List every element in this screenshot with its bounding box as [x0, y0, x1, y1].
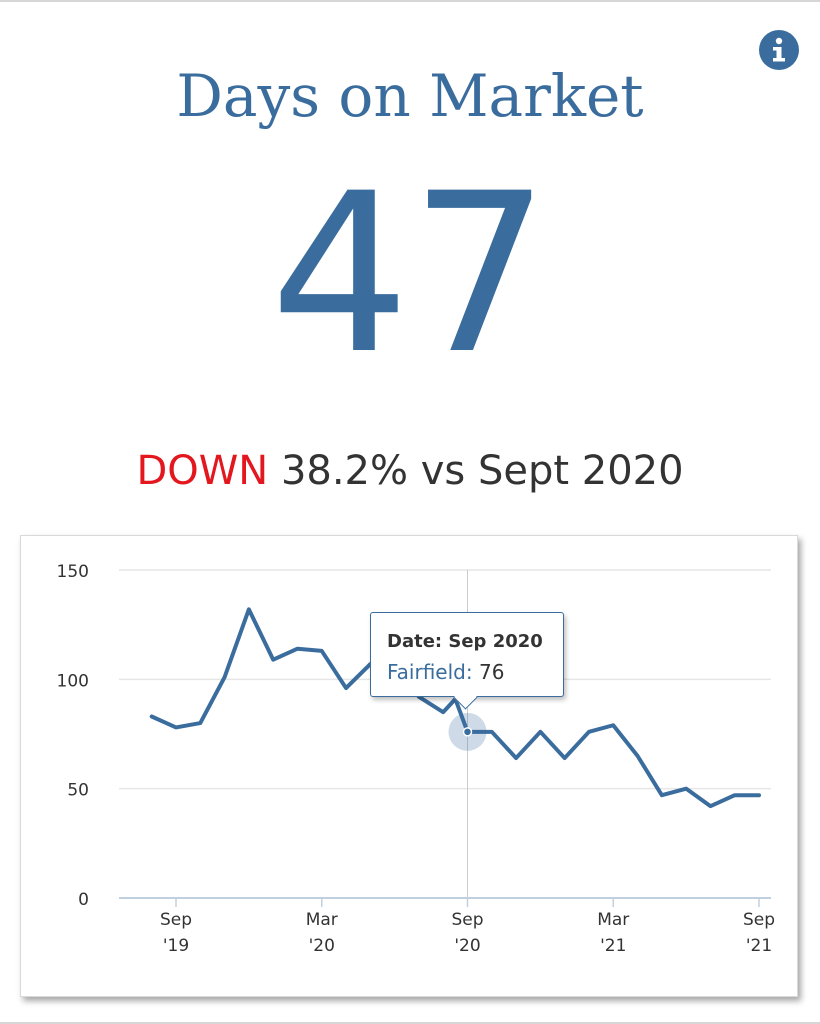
x-tick-label: Sep — [451, 910, 483, 930]
tooltip-date: Date: Sep 2020 — [387, 631, 543, 652]
y-tick-label: 100 — [57, 671, 89, 691]
x-tick-label: Mar — [597, 910, 629, 930]
change-text: 38.2% vs Sept 2020 — [280, 448, 684, 494]
x-tick-label: Mar — [306, 910, 338, 930]
line-chart: 0 50 100 150 Sep '19 Mar '20 Sep '20 Mar '21 Sep '21 … — [20, 535, 798, 997]
info-icon[interactable] — [759, 30, 799, 70]
change-direction: DOWN — [136, 448, 269, 494]
highlight-point — [462, 727, 473, 737]
tooltip-row: Fairfield: 76 — [387, 660, 563, 684]
x-tick-label: Sep — [160, 910, 192, 930]
y-tick-label: 50 — [67, 781, 89, 801]
x-tick-label: '19 — [163, 936, 189, 956]
chart-tooltip: Date: Sep 2020 Fairfield: 76 — [370, 612, 564, 697]
x-tick-label: '20 — [454, 936, 480, 956]
change-summary: DOWN 38.2% vs Sept 2020 — [0, 448, 820, 494]
tooltip-value: 76 — [478, 660, 505, 684]
tooltip-series: Fairfield — [387, 660, 466, 684]
x-tick-label: '21 — [600, 936, 626, 956]
x-tick-label: Sep — [743, 910, 775, 930]
metric-value: 47 — [270, 146, 550, 402]
y-tick-label: 0 — [78, 890, 89, 910]
x-tick-label: '20 — [309, 936, 335, 956]
page-title: Days on Market — [176, 62, 644, 130]
y-tick-label: 150 — [57, 562, 89, 582]
tooltip-separator: : — [465, 660, 473, 684]
x-tick-label: '21 — [746, 936, 772, 956]
chart-svg: 0 50 100 150 Sep '19 Mar '20 Sep '20 Mar '21 Sep '21 — [57, 562, 775, 956]
